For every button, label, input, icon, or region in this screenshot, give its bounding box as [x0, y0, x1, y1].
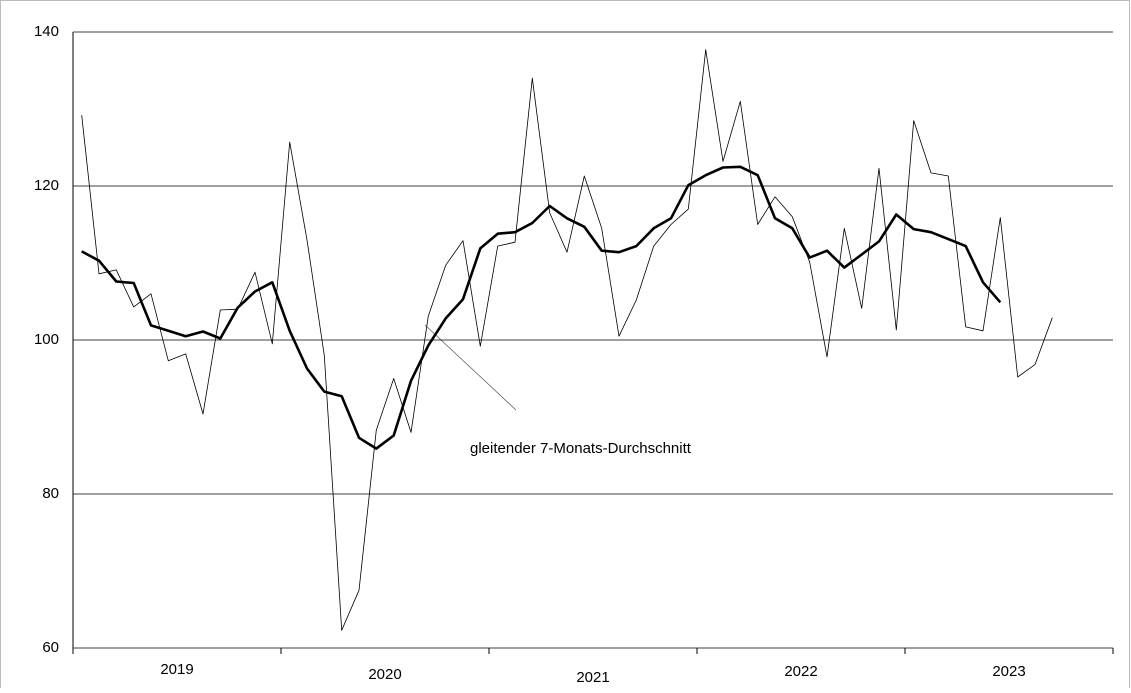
y-tick-label: 100 [34, 331, 59, 348]
y-tick-label: 60 [42, 639, 59, 656]
y-tick-label: 140 [34, 23, 59, 40]
annotation: gleitender 7-Monats-Durchschnitt [470, 440, 692, 457]
y-tick-label: 120 [34, 177, 59, 194]
annotation-pointer [424, 324, 517, 411]
x-tick-label: 2022 [784, 663, 817, 680]
x-tick-label: 2020 [368, 666, 401, 683]
x-tick-label: 2019 [160, 661, 193, 678]
y-tick-label: 80 [42, 485, 59, 502]
x-tick-label: 2023 [992, 663, 1025, 680]
x-tick-label: 2021 [576, 669, 609, 686]
series-line [81, 49, 1053, 631]
series-line [81, 165, 1002, 450]
